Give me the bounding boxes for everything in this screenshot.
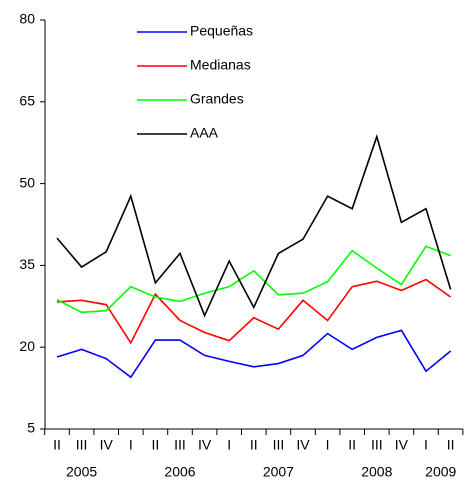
legend-label: Grandes: [190, 91, 244, 107]
x-tick-label: IV: [100, 437, 114, 453]
y-tick-label: 50: [19, 174, 35, 190]
series-line: [56, 278, 452, 345]
year-label: 2008: [361, 464, 392, 480]
x-tick-label: I: [227, 437, 231, 453]
x-tick-label: II: [348, 437, 356, 453]
year-label: 2007: [263, 464, 294, 480]
legend-label: AAA: [190, 125, 219, 141]
year-label: 2009: [425, 464, 456, 480]
y-tick-label: 65: [19, 93, 35, 109]
y-tick-label: 80: [19, 11, 35, 27]
x-tick-label: IV: [198, 437, 212, 453]
series-line: [56, 245, 451, 314]
y-tick-label: 5: [27, 420, 35, 436]
series-line: [56, 329, 452, 379]
x-tick-label: IV: [395, 437, 409, 453]
x-tick-label: I: [129, 437, 133, 453]
x-tick-label: I: [424, 437, 428, 453]
x-tick-label: III: [273, 437, 285, 453]
year-label: 2006: [164, 464, 195, 480]
x-tick-label: II: [53, 437, 61, 453]
x-tick-label: II: [447, 437, 455, 453]
legend-label: Medianas: [190, 57, 251, 73]
x-tick-label: III: [76, 437, 88, 453]
x-tick-label: III: [174, 437, 186, 453]
x-tick-label: II: [250, 437, 258, 453]
x-tick-label: III: [371, 437, 383, 453]
y-tick-label: 35: [19, 256, 35, 272]
x-tick-label: IV: [296, 437, 310, 453]
x-tick-label: II: [152, 437, 160, 453]
legend-label: Pequeñas: [190, 23, 253, 39]
x-tick-label: I: [326, 437, 330, 453]
series-line: [56, 134, 452, 318]
y-tick-label: 20: [19, 338, 35, 354]
year-label: 2005: [66, 464, 97, 480]
